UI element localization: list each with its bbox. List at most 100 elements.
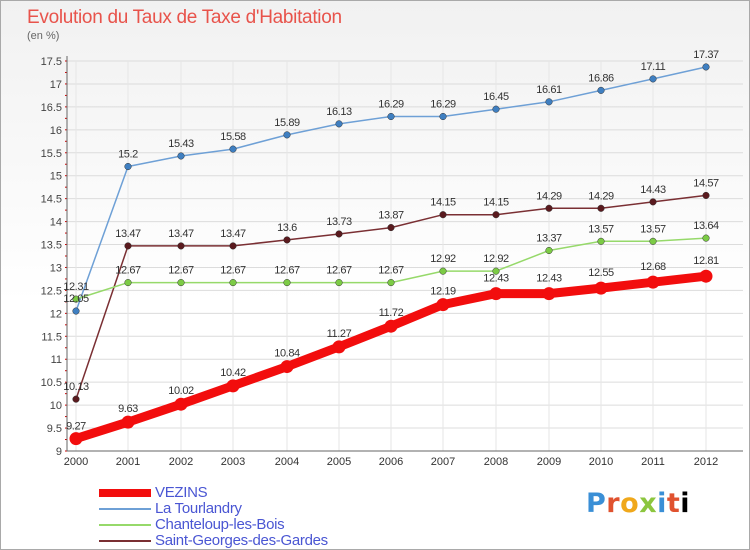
data-point-la-tourlandry [387,112,395,121]
data-label-vezins: 12.81 [693,255,719,267]
y-tick-label: 16 [50,125,62,137]
data-label-saint-georges-des-gardes: 14.43 [640,184,666,196]
y-tick-label: 12 [50,308,62,320]
data-point-vezins [699,269,713,283]
data-point-vezins [646,275,660,289]
data-label-vezins: 10.42 [220,367,246,379]
x-tick-label: 2009 [537,456,561,468]
y-tick-label: 13.5 [41,240,62,252]
data-point-chanteloup-les-bois [649,237,657,245]
data-label-la-tourlandry: 16.45 [483,91,509,103]
y-tick-label: 9 [56,446,62,458]
y-tick-label: 10.5 [41,377,62,389]
data-point-saint-georges-des-gardes [72,395,80,403]
data-point-la-tourlandry [283,131,291,139]
y-tick-label: 14 [50,217,62,229]
data-point-chanteloup-les-bois [124,279,132,287]
data-point-chanteloup-les-bois [177,279,185,287]
x-tick-label: 2000 [64,456,88,468]
data-point-la-tourlandry [702,63,710,71]
chart-title: Evolution du Taux de Taxe d'Habitation [27,7,342,28]
data-label-chanteloup-les-bois: 12.67 [326,265,352,277]
legend-swatch [99,489,151,497]
data-point-vezins [280,360,294,374]
data-point-vezins [69,432,83,446]
data-point-chanteloup-les-bois [72,295,80,303]
unit-label: (en %) [27,30,60,42]
data-label-vezins: 11.72 [379,307,404,319]
data-point-saint-georges-des-gardes [283,236,291,244]
y-tick-label: 10 [50,400,62,412]
data-label-saint-georges-des-gardes: 13.73 [326,216,352,228]
data-label-saint-georges-des-gardes: 14.29 [588,190,614,202]
data-point-la-tourlandry [335,120,343,128]
y-tick-label: 15 [50,171,62,183]
x-tick-label: 2007 [431,456,455,468]
legend-label: Saint-Georges-des-Gardes [155,532,328,549]
legend-swatch [99,540,151,542]
data-label-chanteloup-les-bois: 12.67 [168,265,194,277]
y-tick-label: 12.5 [41,285,62,297]
data-point-saint-georges-des-gardes [597,204,605,212]
data-label-chanteloup-les-bois: 13.57 [640,223,666,235]
legend-label: VEZINS [155,484,208,501]
legend-swatch [99,524,151,526]
x-tick-label: 2002 [169,456,193,468]
y-tick-label: 11.5 [41,331,62,343]
data-label-chanteloup-les-bois: 12.92 [430,253,456,265]
data-label-vezins: 9.27 [66,421,86,433]
data-point-vezins [489,287,503,301]
y-tick-label: 11 [51,354,62,366]
data-label-chanteloup-les-bois: 12.67 [220,265,246,277]
data-label-chanteloup-les-bois: 12.67 [274,265,300,277]
data-point-vezins [226,379,240,393]
data-label-saint-georges-des-gardes: 14.57 [693,177,719,189]
data-label-la-tourlandry: 12.05 [63,293,89,305]
brand-letter: i [680,488,691,519]
data-point-saint-georges-des-gardes [492,211,500,219]
data-point-saint-georges-des-gardes [649,198,657,206]
data-point-la-tourlandry [229,145,237,153]
x-tick-label: 2008 [484,456,508,468]
data-point-chanteloup-les-bois [335,279,343,287]
data-point-chanteloup-les-bois [283,279,291,287]
y-tick-label: 15.5 [41,148,62,160]
data-label-la-tourlandry: 16.61 [536,84,562,96]
data-point-chanteloup-les-bois [545,246,553,255]
data-point-la-tourlandry [597,86,605,94]
y-tick-label: 17.5 [41,56,62,68]
data-label-vezins: 10.84 [274,348,300,360]
data-label-la-tourlandry: 16.86 [588,72,614,84]
data-point-vezins [436,298,450,312]
brand-letter: t [666,488,681,519]
x-tick-label: 2001 [116,456,140,468]
data-label-saint-georges-des-gardes: 10.13 [63,381,89,393]
data-label-chanteloup-les-bois: 13.37 [536,232,562,244]
data-label-saint-georges-des-gardes: 13.87 [378,210,404,222]
data-label-la-tourlandry: 15.89 [274,117,300,129]
data-label-saint-georges-des-gardes: 13.6 [277,222,297,234]
data-label-chanteloup-les-bois: 12.67 [378,265,404,277]
data-label-la-tourlandry: 17.37 [693,49,719,61]
data-label-saint-georges-des-gardes: 13.47 [168,228,194,240]
data-label-vezins: 10.02 [168,385,194,397]
data-point-chanteloup-les-bois [702,234,710,242]
x-tick-label: 2011 [641,456,665,468]
data-point-la-tourlandry [72,307,80,315]
data-point-chanteloup-les-bois [492,267,500,275]
y-tick-label: 9.5 [47,423,62,435]
data-point-vezins [332,340,346,354]
data-point-la-tourlandry [492,105,500,113]
legend-label: La Tourlandry [155,500,242,517]
data-label-saint-georges-des-gardes: 14.15 [430,197,456,209]
brand-letter: r [606,488,621,519]
data-label-la-tourlandry: 17.11 [641,61,666,73]
x-tick-label: 2003 [221,456,245,468]
data-point-saint-georges-des-gardes [229,242,237,250]
data-label-vezins: 12.43 [483,273,509,285]
data-label-chanteloup-les-bois: 12.92 [483,253,509,265]
data-label-saint-georges-des-gardes: 13.47 [115,228,141,240]
data-point-saint-georges-des-gardes [124,242,132,250]
data-point-la-tourlandry [177,152,185,160]
